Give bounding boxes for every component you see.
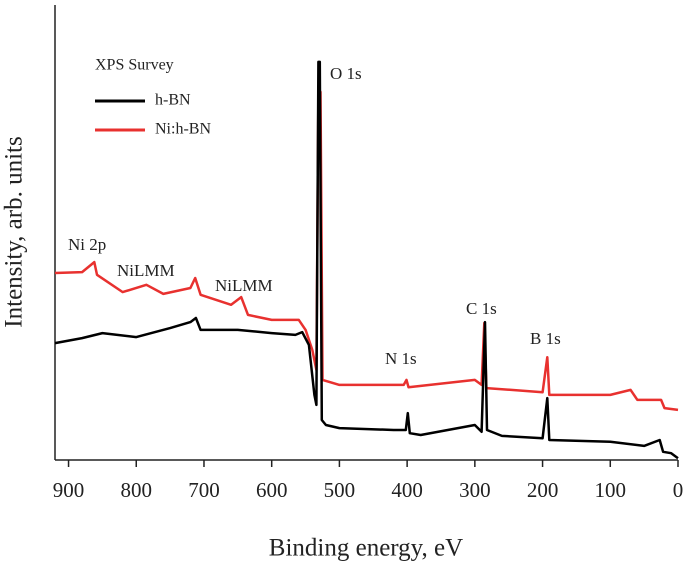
annotation: NiLMM (215, 276, 273, 295)
annotation: O 1s (330, 64, 362, 83)
series-line (54, 60, 679, 460)
legend-label: Ni:h-BN (155, 121, 211, 138)
annotation: Ni 2p (68, 235, 106, 254)
x-tick-label: 0 (673, 478, 684, 502)
x-tick-label: 800 (121, 478, 153, 502)
annotation: B 1s (530, 329, 561, 348)
x-tick-label: 100 (595, 478, 627, 502)
x-tick-label: 300 (459, 478, 491, 502)
x-tick-label: 200 (527, 478, 559, 502)
series-line (54, 90, 679, 412)
annotation: N 1s (385, 349, 417, 368)
y-axis-title: Intensity, arb. units (1, 136, 28, 327)
x-tick-label: 700 (188, 478, 220, 502)
x-axis-title: Binding energy, eV (269, 535, 463, 562)
x-tick-label: 400 (391, 478, 423, 502)
annotation: NiLMM (117, 261, 175, 280)
x-tick-label: 500 (324, 478, 356, 502)
legend-title: XPS Survey (95, 57, 174, 74)
legend-label: h-BN (155, 92, 191, 109)
x-tick-label: 600 (256, 478, 288, 502)
annotation: C 1s (466, 299, 497, 318)
x-tick-label: 900 (53, 478, 85, 502)
